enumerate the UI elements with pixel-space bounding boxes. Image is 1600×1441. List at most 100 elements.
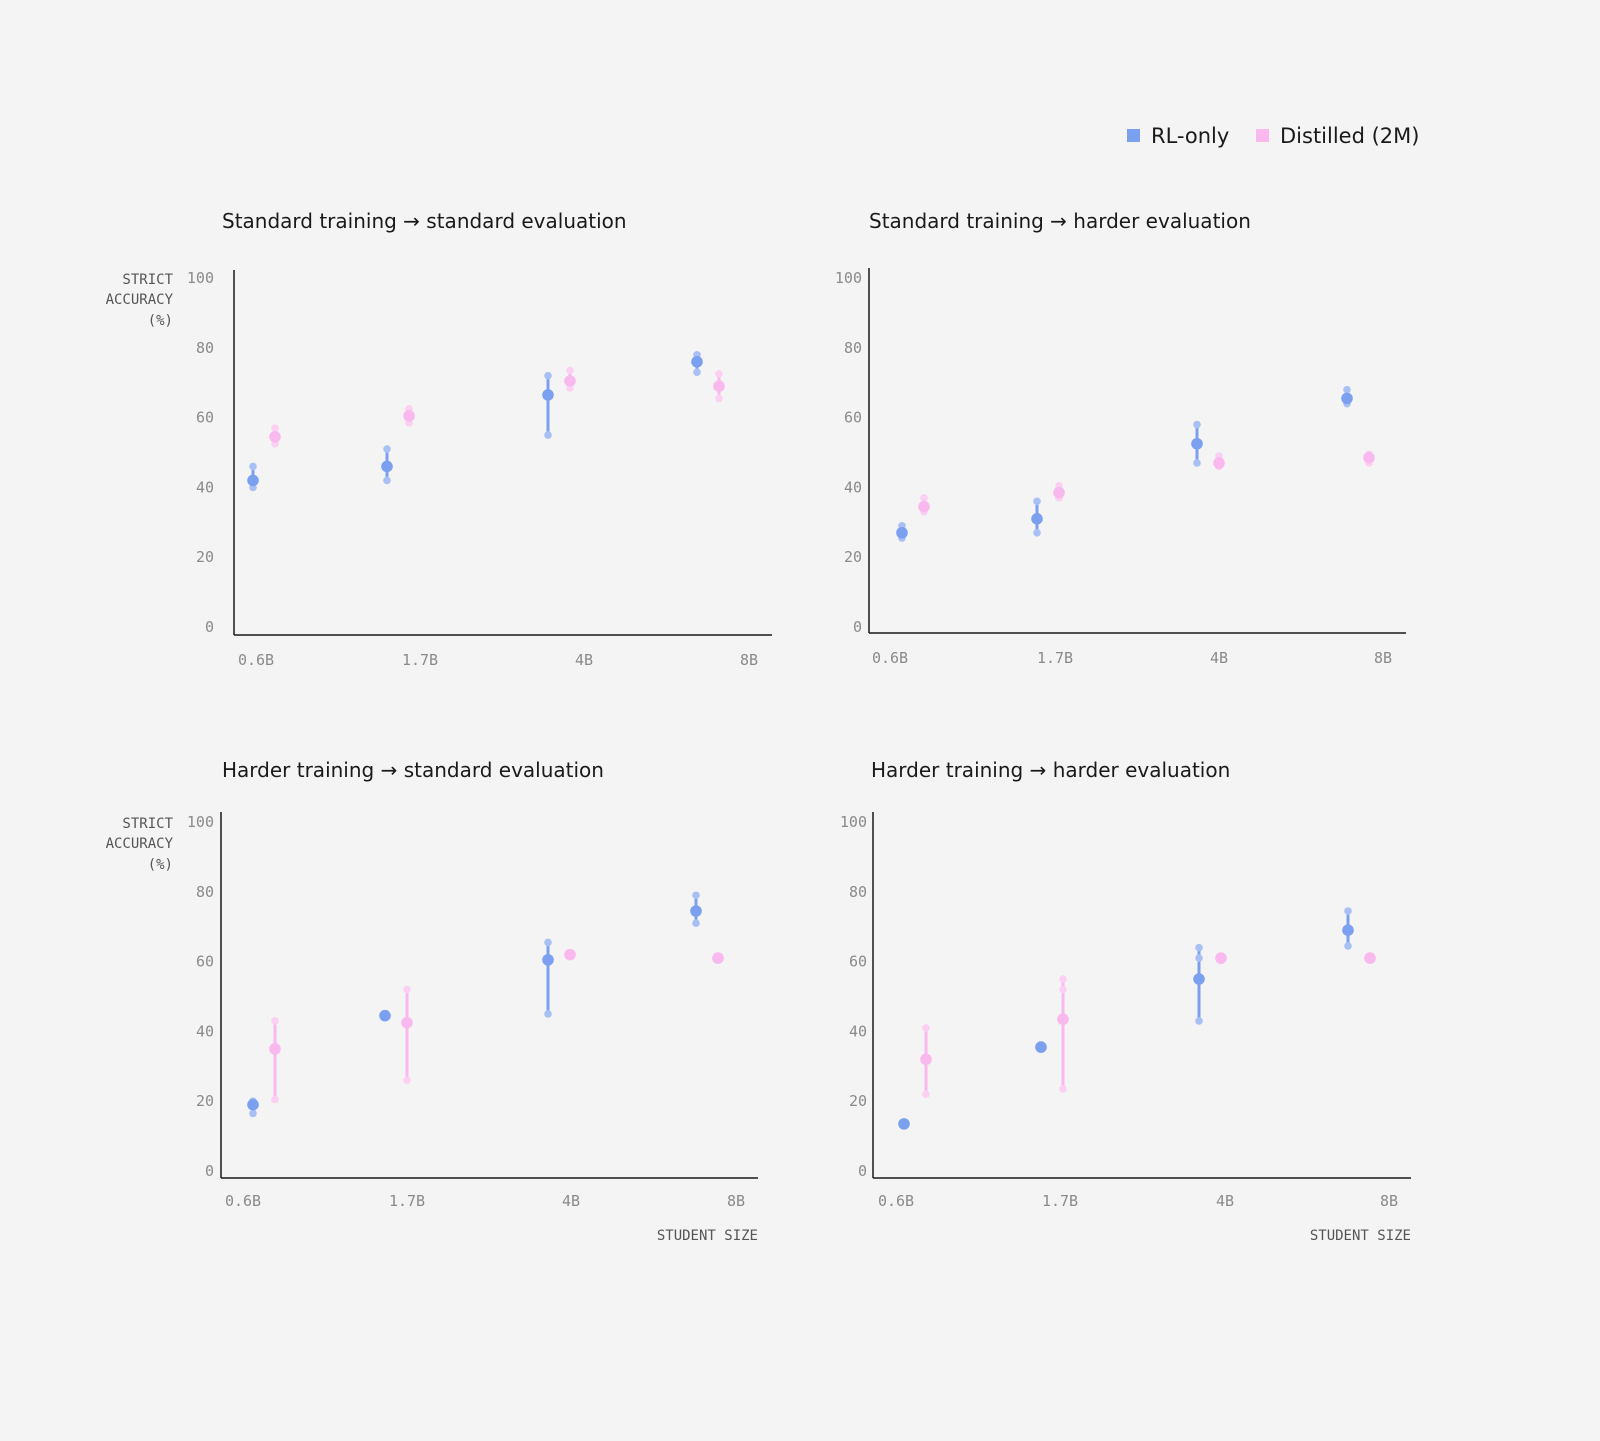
legend-label-distilled: Distilled (2M) [1280, 124, 1419, 148]
panel-title: Harder training → harder evaluation [871, 758, 1230, 782]
chart-panel-1: Standard training → standard evaluation 0… [106, 209, 772, 669]
x-tick-label: 8B [740, 651, 758, 669]
legend-label-rl-only: RL-only [1151, 124, 1229, 148]
x-tick-label: 4B [1210, 649, 1228, 667]
mean-point-rl-only [379, 1009, 391, 1022]
y-tick-label: 40 [196, 1022, 214, 1040]
mean-point-rl-only [1341, 392, 1353, 405]
run-point-distilled [1059, 975, 1067, 983]
y-tick-label: 100 [187, 813, 214, 831]
x-tick-label: 4B [575, 651, 593, 669]
y-tick-label: 40 [849, 1022, 867, 1040]
x-tick-label: 0.6B [225, 1192, 261, 1210]
panel-title: Standard training → harder evaluation [869, 209, 1251, 233]
x-tick-label: 1.7B [1042, 1192, 1078, 1210]
y-tick-label: 60 [849, 953, 867, 971]
mean-point-rl-only [1193, 973, 1205, 985]
y-tick-label: 80 [196, 883, 214, 901]
run-point-rl-only [383, 445, 391, 453]
mean-point-distilled [1053, 486, 1065, 499]
run-point-rl-only [1195, 1017, 1203, 1025]
mean-point-distilled [1213, 457, 1225, 469]
y-tick-label: 20 [844, 548, 862, 566]
mean-point-rl-only [1035, 1041, 1047, 1053]
panel-title: Standard training → standard evaluation [222, 209, 627, 233]
run-point-distilled [271, 1017, 279, 1025]
run-point-rl-only [1193, 420, 1201, 429]
y-tick-label: 60 [844, 409, 862, 427]
y-tick-label: 0 [205, 1162, 214, 1180]
run-point-rl-only [1344, 942, 1352, 950]
mean-point-rl-only [247, 1098, 259, 1111]
x-tick-label: 8B [727, 1192, 745, 1210]
run-point-rl-only [1193, 459, 1201, 467]
run-point-rl-only [1033, 497, 1041, 506]
run-point-distilled [1059, 985, 1067, 994]
mean-point-distilled [918, 500, 930, 513]
x-tick-label: 1.7B [1037, 649, 1073, 667]
run-point-rl-only [1033, 528, 1041, 537]
chart-panel-3: Harder training → standard evaluation 0 20… [106, 758, 758, 1244]
mean-point-distilled [1057, 1013, 1069, 1025]
run-point-rl-only [249, 1109, 257, 1118]
mean-point-distilled [564, 948, 576, 961]
y-axis-label: (%) [148, 313, 173, 329]
x-tick-label: 0.6B [878, 1192, 914, 1210]
run-point-distilled [271, 424, 279, 432]
mean-point-distilled [1363, 451, 1375, 464]
y-tick-label: 0 [853, 618, 862, 636]
y-tick-label: 0 [858, 1162, 867, 1180]
mean-point-rl-only [1342, 924, 1354, 936]
y-tick-label: 40 [844, 478, 862, 496]
y-axis-label: (%) [148, 857, 173, 873]
mean-point-rl-only [896, 526, 908, 539]
y-tick-label: 0 [205, 618, 214, 636]
x-tick-label: 4B [1216, 1192, 1234, 1210]
mean-point-distilled [920, 1053, 932, 1066]
run-point-distilled [1059, 1085, 1067, 1093]
mean-point-distilled [712, 952, 724, 964]
mean-point-rl-only [381, 460, 393, 473]
legend-swatch-distilled [1256, 129, 1269, 142]
y-tick-label: 80 [849, 883, 867, 901]
run-point-rl-only [1344, 907, 1352, 915]
y-tick-label: 20 [196, 548, 214, 566]
run-point-distilled [403, 1076, 411, 1085]
run-point-rl-only [1195, 943, 1203, 952]
mean-point-rl-only [542, 954, 554, 966]
x-tick-label: 8B [1374, 649, 1392, 667]
legend: RL-only Distilled (2M) [1127, 124, 1419, 148]
run-point-rl-only [544, 1010, 552, 1018]
chart-panel-2: Standard training → harder evaluation 0 20… [835, 209, 1406, 667]
mean-point-rl-only [898, 1118, 910, 1130]
mean-point-rl-only [247, 474, 259, 487]
mean-point-rl-only [542, 389, 554, 401]
legend-swatch-rl-only [1127, 129, 1140, 142]
run-point-rl-only [1343, 385, 1351, 394]
y-tick-label: 80 [844, 339, 862, 357]
y-tick-label: 80 [196, 339, 214, 357]
y-axis-label: STRICT [122, 272, 173, 288]
x-tick-label: 0.6B [238, 651, 274, 669]
mean-point-distilled [403, 410, 415, 422]
y-tick-label: 20 [196, 1092, 214, 1110]
run-point-rl-only [544, 371, 552, 380]
run-point-rl-only [544, 431, 552, 439]
y-axis-label: ACCURACY [106, 292, 174, 308]
mean-point-distilled [713, 380, 725, 392]
y-tick-label: 100 [840, 813, 867, 831]
run-point-rl-only [692, 919, 700, 928]
run-point-rl-only [249, 462, 257, 471]
mean-point-rl-only [1191, 437, 1203, 450]
x-tick-label: 8B [1380, 1192, 1398, 1210]
run-point-distilled [566, 366, 574, 375]
y-axis-label: ACCURACY [106, 836, 174, 852]
y-tick-label: 40 [196, 478, 214, 496]
mean-point-rl-only [691, 355, 703, 368]
run-point-rl-only [693, 368, 701, 377]
run-point-distilled [920, 494, 928, 502]
mean-point-rl-only [1031, 513, 1043, 525]
y-tick-label: 60 [196, 953, 214, 971]
x-tick-label: 1.7B [402, 651, 438, 669]
